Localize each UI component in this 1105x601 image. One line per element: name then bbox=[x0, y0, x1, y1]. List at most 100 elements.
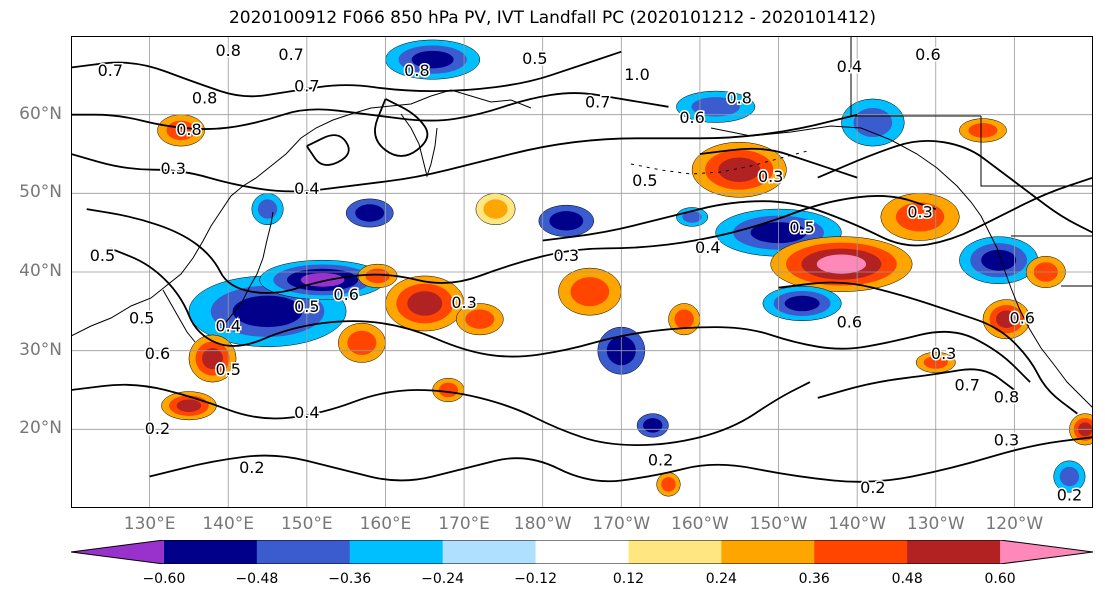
contour-value-label: 0.5 bbox=[90, 246, 115, 265]
contour-value-label: 0.6 bbox=[679, 108, 704, 127]
pv-anomaly-patch bbox=[483, 199, 508, 219]
lon-label-120w: 120°W bbox=[985, 514, 1044, 534]
colorbar-swatch bbox=[907, 540, 1001, 564]
colorbar-swatch bbox=[814, 540, 908, 564]
pv-contour bbox=[306, 134, 350, 166]
contour-value-label: 0.6 bbox=[837, 313, 862, 332]
contour-value-label: 0.8 bbox=[216, 41, 241, 60]
contour-value-label: 0.3 bbox=[994, 431, 1019, 450]
japan-coastline bbox=[220, 211, 274, 329]
contour-value-label: 0.6 bbox=[145, 344, 170, 363]
pv-anomaly-patch bbox=[570, 277, 610, 307]
pv-anomaly-patch bbox=[438, 382, 459, 398]
contour-value-label: 0.8 bbox=[176, 120, 201, 139]
pv-anomaly-patch bbox=[1059, 466, 1080, 487]
contour-value-label: 0.3 bbox=[907, 203, 932, 222]
pv-contour bbox=[374, 98, 429, 157]
aleutian-islands bbox=[630, 149, 812, 175]
lat-label-50n: 50°N bbox=[19, 182, 62, 203]
contour-value-label: 0.8 bbox=[404, 61, 429, 80]
pv-contour bbox=[542, 176, 1093, 247]
lon-label-140e: 140°E bbox=[202, 514, 255, 534]
contour-value-label: 0.3 bbox=[160, 159, 185, 178]
colorbar-swatch bbox=[721, 540, 815, 564]
contour-value-label: 0.4 bbox=[837, 57, 862, 76]
pv-anomaly-patch bbox=[257, 199, 278, 219]
lon-label-160w: 160°W bbox=[671, 514, 729, 534]
pv-anomaly-patch bbox=[661, 477, 676, 492]
pv-anomaly-patch bbox=[549, 211, 584, 231]
contour-value-label: 0.3 bbox=[931, 344, 956, 363]
colorbar-swatch bbox=[163, 540, 258, 564]
contour-value-label: 0.4 bbox=[294, 179, 319, 198]
pv-anomaly-patch bbox=[895, 202, 945, 232]
contour-labels: 0.7 0.8 0.7 0.7 0.8 0.8 0.8 0.3 0.4 0.5 0.4 0.5 0.6 0… bbox=[88, 40, 1083, 506]
pv-anomaly-patch bbox=[816, 254, 867, 274]
colorbar-tick-label: −0.60 bbox=[142, 571, 186, 587]
pv-anomaly-patch bbox=[996, 310, 1018, 328]
pv-anomaly-patch bbox=[347, 330, 377, 355]
lat-label-60n: 60°N bbox=[19, 103, 62, 124]
contour-value-label: 0.5 bbox=[216, 360, 241, 379]
pv-anomaly-patch bbox=[232, 295, 303, 328]
contour-value-label: 0.2 bbox=[239, 458, 264, 477]
colorbar-swatch bbox=[349, 540, 444, 564]
pv-anomaly-patch bbox=[981, 249, 1017, 271]
contour-value-label: 0.5 bbox=[789, 218, 814, 237]
pv-anomaly-patch bbox=[682, 211, 702, 223]
pv-anomaly-patch bbox=[166, 120, 196, 141]
lon-label-130e: 130°E bbox=[123, 514, 176, 534]
lon-label-170e: 170°E bbox=[438, 514, 490, 534]
pv-anomaly-patch bbox=[691, 97, 740, 117]
contour-value-label: 0.2 bbox=[1057, 486, 1082, 505]
contour-value-label: 0.3 bbox=[451, 293, 476, 312]
pv-anomaly-patch bbox=[718, 157, 761, 182]
map-frame bbox=[71, 36, 1093, 508]
contour-value-label: 0.8 bbox=[994, 387, 1019, 406]
colorbar-swatch bbox=[71, 540, 164, 564]
contour-value-label: 0.5 bbox=[632, 171, 657, 190]
pv-contour bbox=[71, 50, 622, 98]
pv-anomaly-patch bbox=[407, 291, 443, 316]
colorbar-tick-label: −0.12 bbox=[514, 571, 557, 587]
pv-contour bbox=[778, 281, 1078, 415]
contour-value-label: 0.7 bbox=[954, 376, 979, 395]
map-title: 2020100912 F066 850 hPa PV, IVT Landfall… bbox=[228, 8, 876, 28]
colorbar-tick-label: −0.24 bbox=[421, 571, 465, 587]
contour-value-label: 0.6 bbox=[333, 285, 358, 304]
colorbar-swatch bbox=[442, 540, 537, 564]
map-canvas: 0.7 0.8 0.7 0.7 0.8 0.8 0.8 0.3 0.4 0.5 0.4 0.5 0.6 0… bbox=[71, 36, 1093, 508]
lon-label-160e: 160°E bbox=[359, 514, 412, 534]
colorbar-swatch bbox=[256, 540, 351, 564]
colorbar bbox=[71, 540, 1093, 564]
pv-anomaly-patch bbox=[176, 399, 202, 413]
contour-value-label: 0.4 bbox=[695, 238, 720, 257]
lon-label-140w: 140°W bbox=[828, 514, 887, 534]
colorbar-tick-label: −0.36 bbox=[328, 571, 372, 587]
graticule-layer bbox=[71, 36, 1093, 508]
pv-contour bbox=[149, 436, 1093, 483]
colorbar-tick-label: 0.36 bbox=[798, 571, 830, 587]
kamchatka-coastline bbox=[400, 113, 438, 178]
colorbar-tick-label: −0.48 bbox=[235, 571, 279, 587]
lon-label-170w: 170°W bbox=[592, 514, 651, 534]
contour-value-label: 0.3 bbox=[554, 246, 579, 265]
pv-anomaly-patch bbox=[355, 204, 385, 222]
contour-value-label: 0.7 bbox=[585, 92, 610, 111]
pv-anomaly-patch bbox=[365, 268, 390, 284]
lon-label-150w: 150°W bbox=[749, 514, 808, 534]
colorbar-tick-label: 0.12 bbox=[612, 571, 645, 587]
pv-contour bbox=[86, 195, 937, 294]
colorbar-swatch bbox=[535, 540, 629, 564]
pv-anomaly-patch bbox=[465, 309, 495, 329]
pv-contour bbox=[817, 368, 1015, 399]
contour-value-label: 0.8 bbox=[727, 88, 752, 107]
pv-anomaly-patch bbox=[411, 50, 454, 69]
pv-anomaly-patch bbox=[853, 108, 893, 138]
contour-value-label: 0.2 bbox=[860, 478, 885, 497]
pv-contour bbox=[699, 147, 858, 179]
asia-coastline bbox=[71, 89, 532, 337]
pv-contour bbox=[71, 92, 669, 130]
contour-value-label: 0.8 bbox=[192, 88, 217, 107]
contour-value-label: 0.7 bbox=[98, 61, 123, 80]
